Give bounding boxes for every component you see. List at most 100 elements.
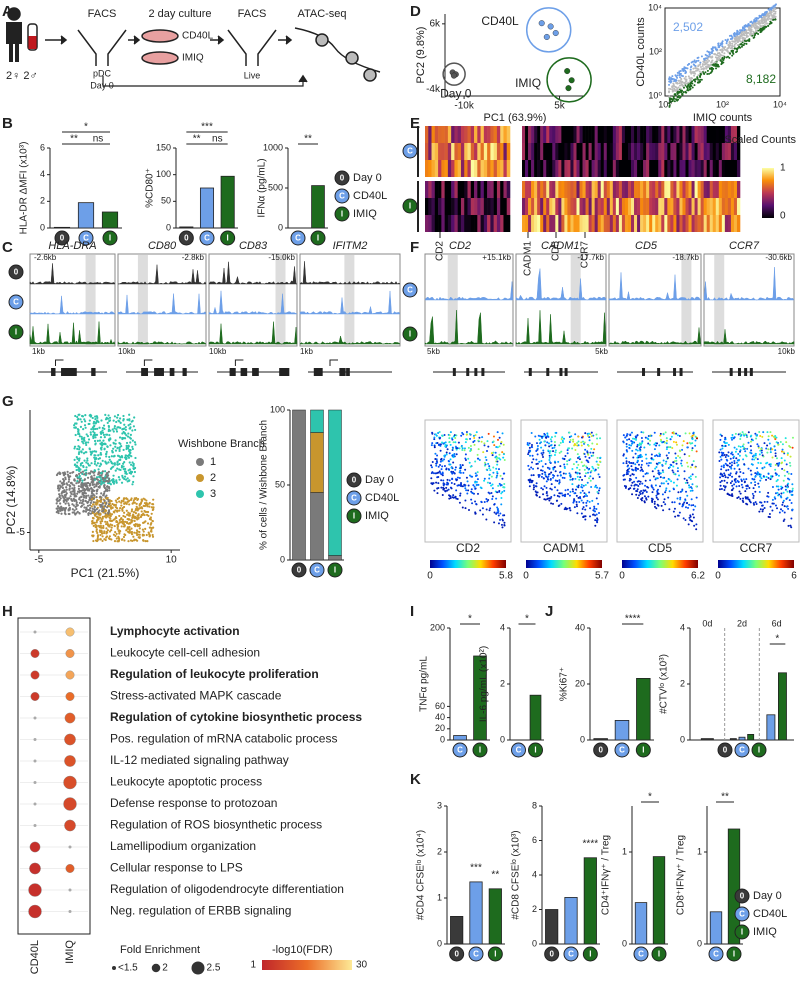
scale-label: 5kb — [595, 347, 608, 356]
cloud-point — [79, 425, 83, 428]
cloud-point — [115, 501, 118, 504]
heat-cell — [733, 126, 738, 143]
cloud-point — [137, 508, 140, 511]
sig-label: ns — [212, 134, 223, 145]
umap-point — [530, 443, 533, 446]
step-label: FACS — [88, 8, 117, 20]
cloud-point — [108, 455, 111, 459]
heat-cell — [525, 198, 529, 215]
cloud-point — [762, 26, 765, 29]
umap-point — [628, 447, 631, 450]
umap-point — [636, 449, 639, 452]
stacked-segment — [292, 409, 306, 561]
cloud-point — [754, 27, 757, 30]
umap-point — [642, 475, 645, 478]
umap-point — [495, 497, 498, 500]
cloud-point — [735, 37, 738, 40]
cloud-point — [96, 462, 100, 465]
umap-point — [655, 494, 658, 497]
cloud-point — [109, 504, 112, 507]
heat-cell — [555, 198, 559, 215]
cloud-point — [85, 496, 88, 499]
umap-point — [695, 528, 698, 531]
umap-point — [535, 482, 538, 485]
cloud-point — [138, 524, 141, 527]
heat-cell — [573, 181, 577, 198]
umap-point — [443, 458, 446, 461]
umap-point — [447, 460, 450, 463]
umap-point — [530, 474, 533, 477]
umap-point — [661, 493, 664, 496]
umap-point — [596, 486, 599, 489]
umap-point — [759, 474, 762, 477]
cloud-point — [78, 479, 81, 483]
cloud-point — [693, 74, 696, 77]
cloud-point — [103, 427, 106, 430]
heat-cell — [564, 160, 568, 177]
cloud-point — [76, 457, 79, 461]
cloud-point — [709, 71, 712, 74]
colorbar — [430, 560, 506, 568]
cloud-point — [680, 83, 683, 86]
cloud-point — [131, 439, 134, 442]
day-label: Day 0 — [90, 80, 114, 90]
umap-point — [492, 440, 495, 443]
umap-point — [441, 465, 444, 468]
heat-cell — [730, 181, 735, 198]
heat-cell — [573, 215, 577, 232]
cloud-point — [128, 530, 131, 533]
exon — [252, 368, 259, 376]
cloud-point — [89, 501, 93, 504]
heat-cell — [447, 160, 452, 177]
cloud-point — [108, 489, 111, 492]
cloud-point — [143, 513, 146, 517]
cloud-point — [682, 69, 685, 72]
umap-point — [744, 490, 747, 493]
umap-point — [727, 473, 730, 476]
umap-point — [646, 472, 649, 475]
cloud-point — [139, 515, 143, 519]
heat-cell — [588, 126, 592, 143]
umap-point — [660, 482, 663, 485]
distance-label: -18.7kb — [672, 253, 699, 262]
cloud-point — [680, 77, 683, 80]
cloud-point — [126, 513, 129, 516]
umap-point — [647, 495, 650, 498]
cloud-point — [97, 454, 100, 457]
umap-point — [640, 466, 643, 469]
bar — [199, 187, 215, 229]
heat-cell — [543, 181, 547, 198]
cloud-point — [148, 505, 151, 508]
umap-point — [695, 496, 698, 499]
cloud-point — [720, 54, 723, 57]
umap-point — [596, 437, 599, 440]
cloud-point — [131, 461, 134, 464]
cloud-point — [107, 461, 110, 464]
cloud-point — [708, 51, 711, 54]
umap-point — [548, 451, 551, 454]
umap-point — [568, 440, 571, 443]
umap-point — [599, 437, 602, 440]
umap-point — [655, 466, 658, 469]
sig-label: *** — [201, 122, 213, 133]
x-tick-label: 5k — [554, 101, 566, 112]
heat-cell — [637, 143, 641, 160]
umap-point — [784, 488, 787, 491]
umap-point — [536, 467, 539, 470]
cloud-point — [118, 417, 122, 420]
umap-point — [563, 437, 566, 440]
cloud-point — [706, 54, 709, 57]
cloud-point — [111, 462, 114, 465]
umap-point — [758, 431, 761, 434]
umap-point — [452, 496, 455, 499]
umap-point — [486, 481, 489, 484]
cloud-point — [86, 462, 90, 465]
cloud-point — [104, 504, 107, 508]
cloud-point — [148, 502, 151, 505]
heat-cell — [493, 181, 498, 198]
umap-point — [535, 463, 538, 466]
condition-icon — [449, 946, 465, 962]
cloud-point — [738, 45, 741, 48]
bar — [311, 185, 325, 229]
cloud-point — [128, 436, 131, 439]
